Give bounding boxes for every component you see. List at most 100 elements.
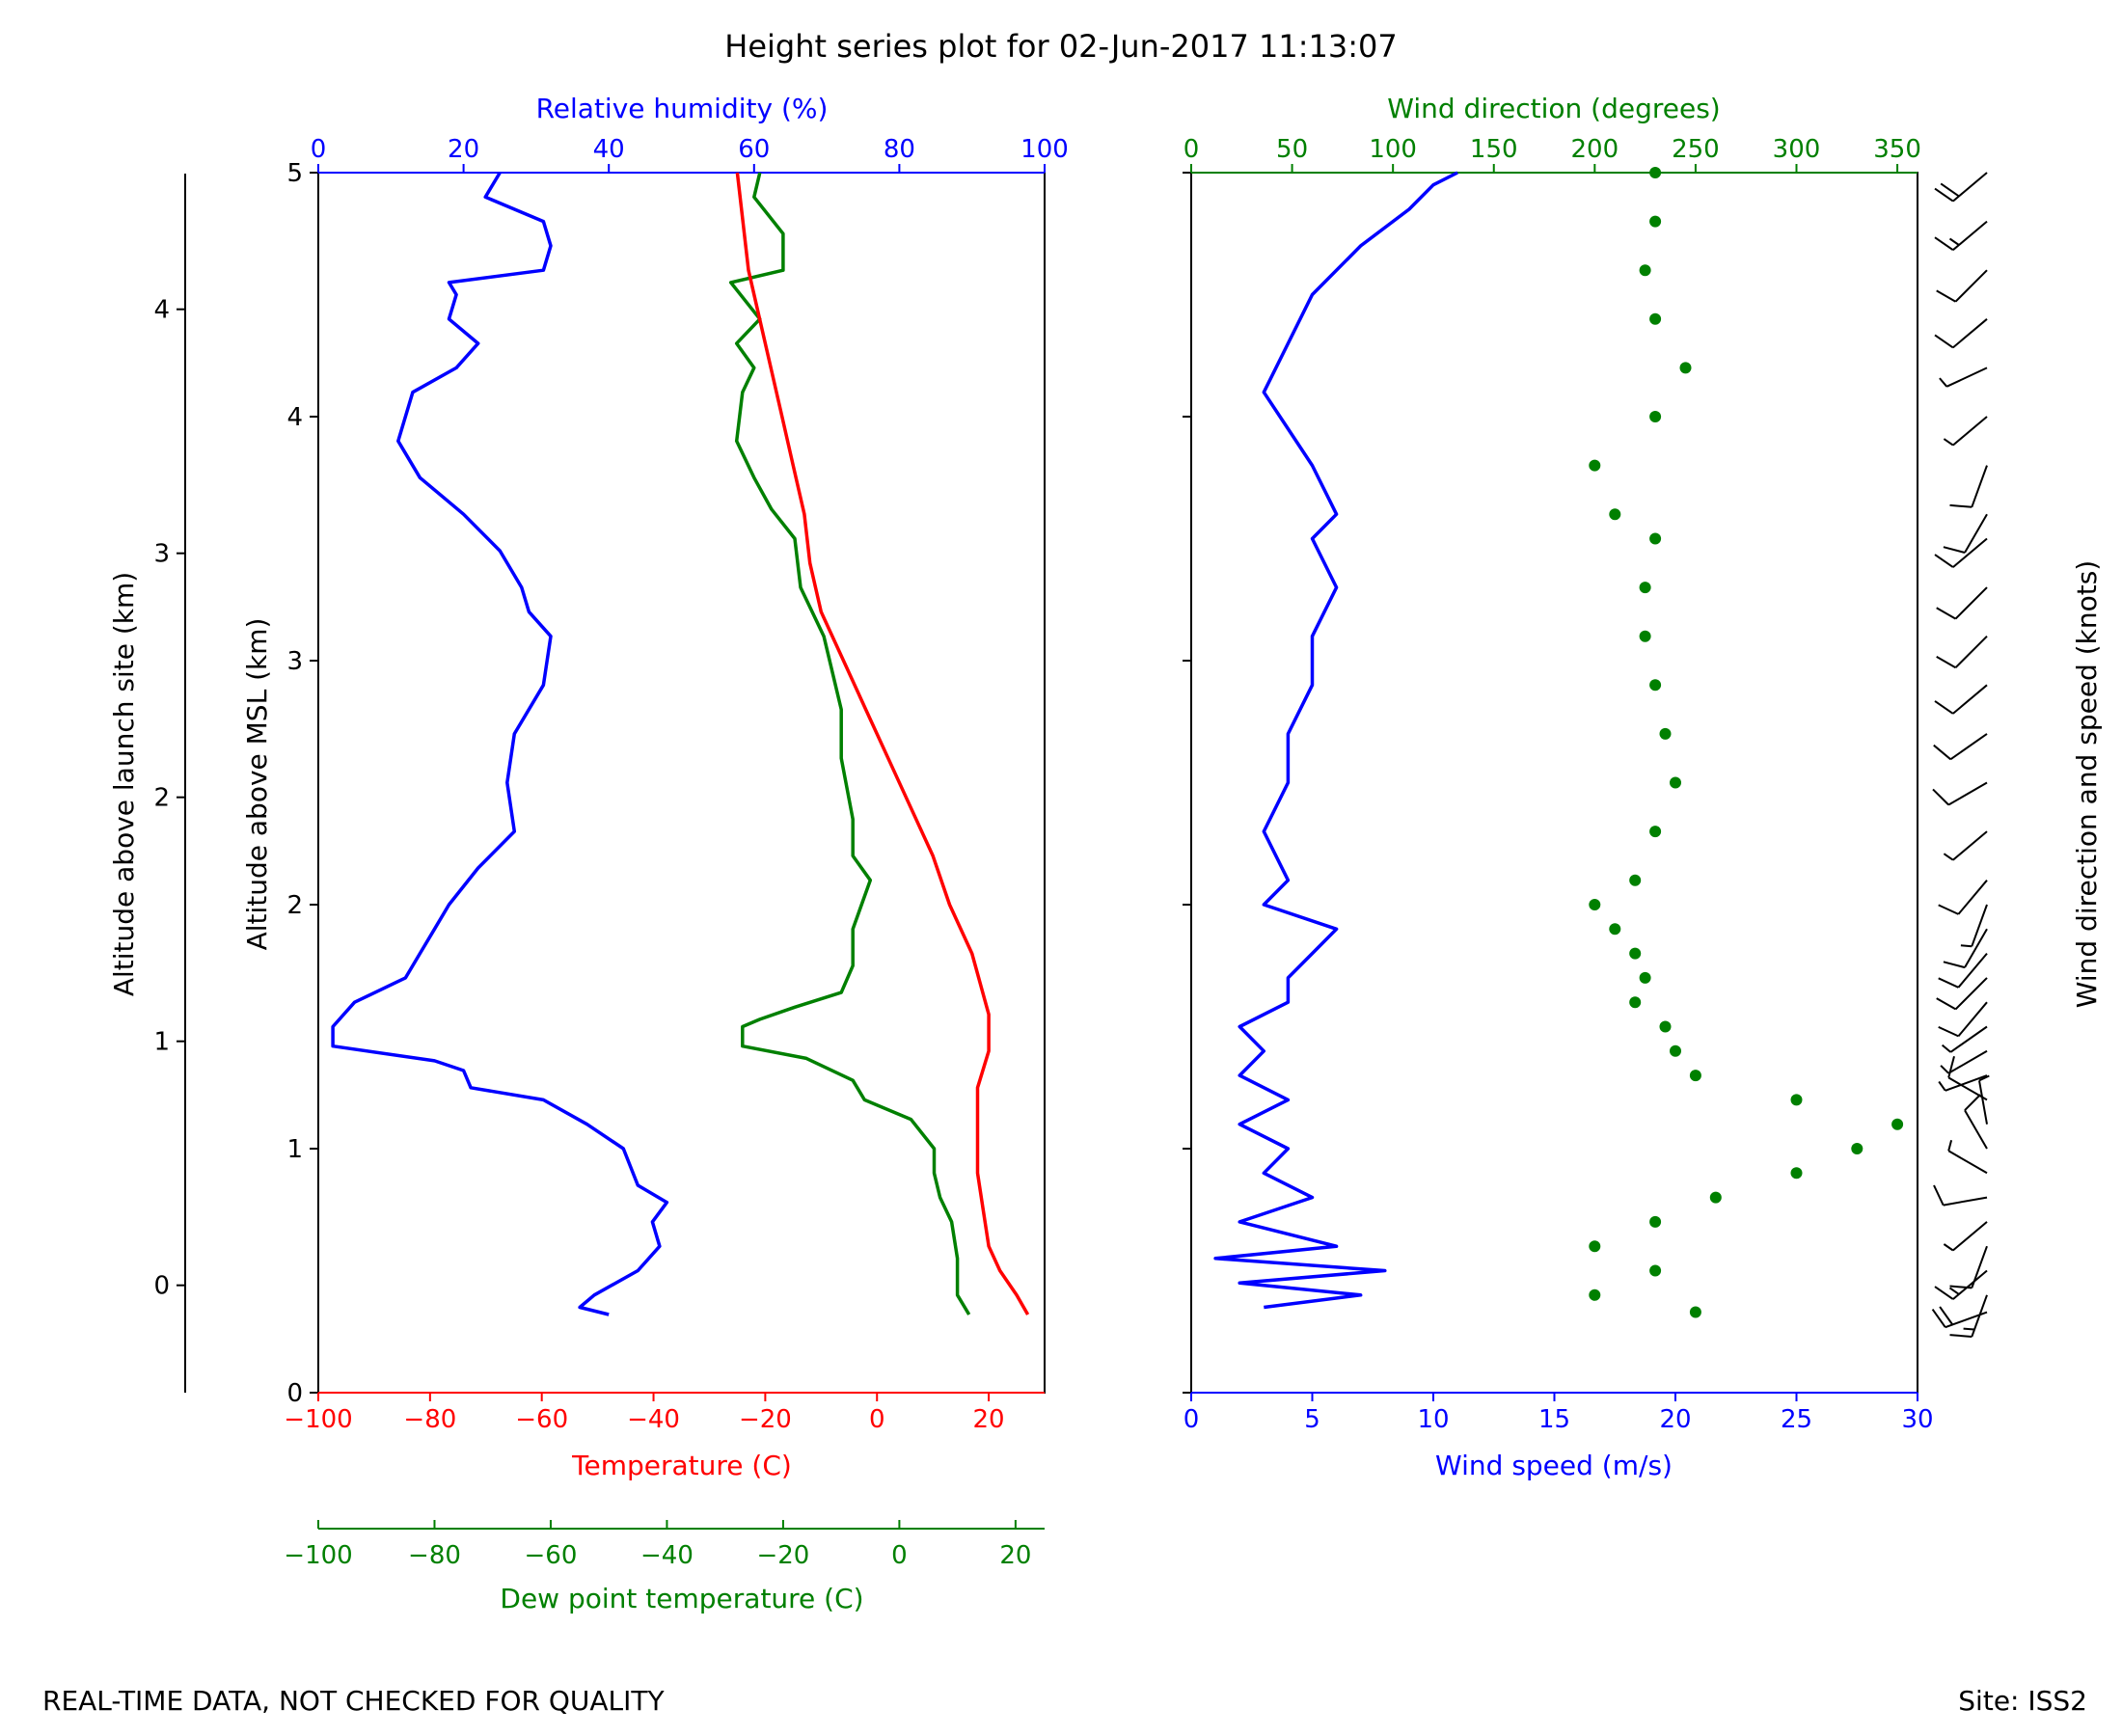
x-tick-label: 15 (1538, 1405, 1570, 1434)
chart-title: Height series plot for 02-Jun-2017 11:13… (724, 28, 1397, 65)
wind-direction-point (1639, 971, 1651, 984)
wind-barb-shaft (1954, 269, 1988, 303)
wind-direction-point (1649, 167, 1662, 178)
wind-direction-point (1670, 1044, 1681, 1057)
wind-barb-half-feather (1978, 1074, 1990, 1082)
x-tick-label: −60 (515, 1405, 568, 1434)
x-tick-label: −20 (739, 1405, 792, 1434)
wind-barb-half-feather (1948, 237, 1960, 246)
wind-barb-shaft (1952, 1221, 1988, 1252)
wind-barb-shaft (1949, 733, 1988, 761)
wind-barb-feather (1949, 1285, 1972, 1289)
wind-barb-shaft (1947, 1049, 1988, 1074)
x-tick-label: 0 (311, 135, 327, 164)
wind-direction-point (1629, 947, 1642, 960)
wind-barb-half-feather (1948, 1287, 1960, 1295)
wind-barb-shaft (1964, 1109, 1988, 1150)
x-tick-label: −80 (403, 1405, 456, 1434)
wind-barb-shaft (1943, 1196, 1988, 1207)
wind-barb-feather (1932, 788, 1949, 806)
humidity-line (331, 172, 669, 1316)
wind-direction-point (1891, 1118, 1904, 1130)
wind-barb-feather (1936, 607, 1956, 620)
dewpoint-ticks: −100 −80 −60 −40 −20 0 20 (284, 1520, 1031, 1570)
wind-direction-point (1639, 582, 1651, 594)
x-tick-label: −60 (525, 1541, 578, 1570)
wind-barb-feather (1934, 700, 1954, 715)
wind-barb-shaft (1947, 1150, 1988, 1175)
thermo-panel: 0 1 2 3 4 5 0 1 2 3 4 −100 −80 −60 −40 −20 0 20 −100 −80… (108, 93, 1069, 1614)
wind-barb-feather (1934, 334, 1954, 349)
wind-direction-points (1589, 167, 1904, 1318)
thermo-frame (317, 172, 1046, 1394)
x-tick-label: −100 (284, 1405, 352, 1434)
wind-barb-half-feather (1963, 1327, 1975, 1331)
wind-direction-point (1629, 874, 1642, 886)
wind-direction-point (1589, 1288, 1601, 1301)
x-tick-label: 100 (1020, 135, 1069, 164)
x-tick-label: 10 (1417, 1405, 1449, 1434)
dewpoint-axis-label: Dew point temperature (C) (500, 1583, 863, 1614)
wind-direction-point (1589, 459, 1601, 472)
wind-barb-half-feather (1943, 853, 1954, 861)
wind-barb-shaft (1957, 880, 1988, 915)
x-tick-label: 50 (1276, 135, 1308, 164)
wind-altitude-ticks (1183, 172, 1191, 1394)
dewpoint-line (728, 172, 971, 1316)
y-tick-label: 4 (286, 403, 303, 432)
wind-direction-point (1649, 1264, 1662, 1277)
wind-barb-shaft (1952, 684, 1988, 715)
wind-direction-point (1649, 411, 1662, 422)
wind-barb-shaft (1952, 220, 1988, 251)
wind-barb-feather (1934, 187, 1954, 203)
wind-barb-shaft (1952, 172, 1988, 203)
wind-direction-point (1659, 1020, 1672, 1033)
wind-direction-point (1679, 362, 1692, 374)
wind-barb-feather (1934, 1286, 1954, 1300)
wind-barb-shaft (1971, 904, 1988, 947)
wind-barb-feather (1943, 961, 1966, 969)
wind-barb-half-feather (1938, 1080, 1946, 1092)
wind-barb-shaft (1978, 1080, 1988, 1125)
wind-barb-shaft (1957, 1001, 1988, 1038)
site-label: Site: ISS2 (1958, 1685, 2087, 1717)
x-tick-label: −40 (640, 1541, 694, 1570)
wind-barb-feather (1938, 977, 1959, 989)
wind-barb-shaft (1952, 537, 1988, 568)
wind-direction-point (1649, 826, 1662, 838)
x-tick-label: 5 (1304, 1405, 1320, 1434)
x-tick-label: 0 (1183, 1405, 1200, 1434)
wind-direction-point (1790, 1094, 1803, 1106)
wind-barb-half-feather (1943, 438, 1954, 447)
wind-direction-point (1609, 923, 1621, 936)
x-tick-label: 100 (1369, 135, 1417, 164)
y-tick-label: 2 (153, 784, 170, 813)
x-tick-label: −100 (284, 1541, 352, 1570)
x-tick-label: 20 (999, 1541, 1031, 1570)
wind-barb-feather (1938, 1025, 1959, 1038)
launch-altitude-ticks: 0 1 2 3 4 (153, 296, 185, 1301)
wind-frame (1190, 172, 1918, 1394)
wind-barb-feather (1947, 1056, 1955, 1078)
wind-barb-feather (1949, 1334, 1972, 1338)
wind-direction-point (1649, 312, 1662, 325)
x-tick-label: 20 (973, 1405, 1005, 1434)
wind-direction-point (1851, 1143, 1864, 1154)
wind-direction-point (1670, 776, 1681, 789)
y-tick-label: 5 (286, 159, 303, 188)
y-tick-label: 1 (153, 1028, 170, 1057)
humidity-axis-label: Relative humidity (%) (536, 93, 829, 124)
x-tick-label: 20 (448, 135, 479, 164)
wind-barb-shaft (1947, 1076, 1988, 1101)
x-tick-label: −40 (627, 1405, 680, 1434)
x-tick-label: −80 (408, 1541, 461, 1570)
wind-direction-point (1589, 899, 1601, 910)
x-tick-label: −20 (756, 1541, 809, 1570)
y-tick-label: 3 (286, 647, 303, 676)
wind-barb-feather (1931, 1309, 1946, 1328)
wind-barb-feather (1934, 554, 1954, 568)
y-tick-label: 2 (286, 891, 303, 920)
wind-barb-feather (1933, 1184, 1945, 1207)
wind-barbs (1931, 172, 1990, 1338)
